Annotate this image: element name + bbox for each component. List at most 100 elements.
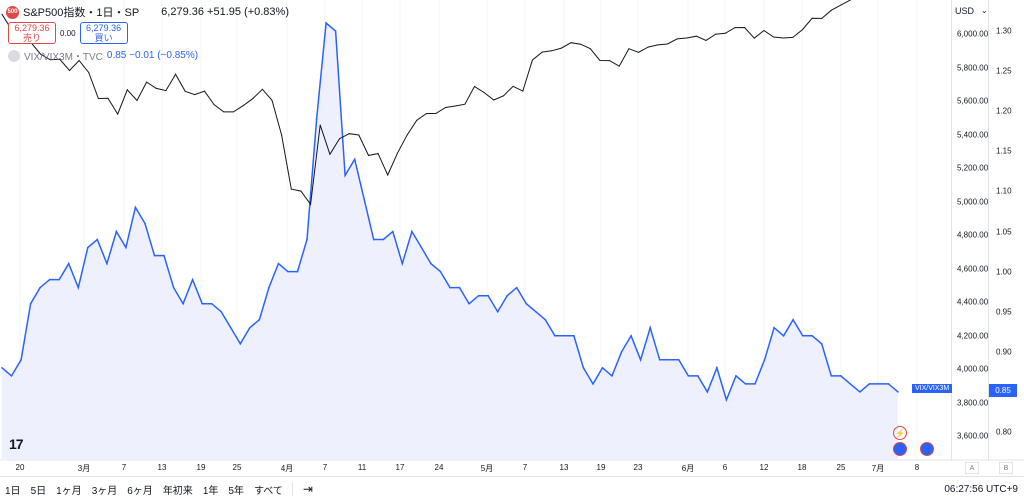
vix-point [191, 278, 194, 281]
currency-label[interactable]: USD [955, 6, 975, 16]
time-tick-label: 7月 [871, 464, 885, 473]
vix-point [163, 254, 165, 257]
spx-point [203, 90, 205, 92]
symbol-title[interactable]: S&P500指数・1日・SP [23, 7, 140, 19]
percent-tick-label: 1.10 [996, 186, 1012, 196]
series2-label[interactable]: VIX/VIX3M・TVC [24, 52, 103, 63]
spx-point [1, 13, 3, 15]
price-scale[interactable] [951, 0, 989, 460]
symbol-badge[interactable]: 500 [6, 5, 19, 19]
vix-point [449, 286, 451, 289]
vix-point [525, 302, 528, 305]
spx-point [155, 87, 157, 89]
vix-point [115, 230, 118, 233]
clock[interactable]: 06:27:56 UTC+9 [944, 483, 1018, 495]
spx-point [194, 94, 196, 96]
vix-point [439, 270, 442, 273]
spx-point [666, 43, 668, 45]
vix-point [210, 302, 213, 305]
vix-point [10, 375, 13, 377]
percent-tick-label: 1.15 [996, 146, 1012, 156]
vix-point [649, 326, 651, 329]
us-flag-icon[interactable] [920, 442, 934, 456]
spx-point [310, 203, 312, 205]
vix-point [830, 375, 833, 377]
vix-point [582, 367, 585, 369]
vix-point [363, 198, 366, 201]
auto-scale-button[interactable]: A [965, 462, 979, 474]
vix-point [477, 294, 480, 297]
vix-point [811, 334, 814, 337]
spx-point [136, 99, 138, 101]
sell-price: 6,279.36 [14, 23, 50, 33]
log-scale-button[interactable]: B [999, 462, 1013, 474]
spx-point [724, 32, 726, 34]
price-tick-label: 5,400.00 [957, 130, 989, 139]
range-button[interactable]: 1ヶ月 [56, 485, 82, 497]
vix-point [782, 334, 785, 337]
price-tick-label: 5,200.00 [957, 163, 989, 173]
vix-point [220, 310, 223, 313]
range-button[interactable]: 1日 [5, 485, 21, 497]
buy-button[interactable]: 6,279.36 買い [79, 22, 128, 44]
spx-point [68, 70, 70, 72]
vix-last-price: 0.85 [989, 384, 1017, 397]
percent-tick-label: 0.90 [996, 347, 1012, 357]
chart-legend: 500 S&P500指数・1日・SP 6,279.36 +51.95 (+0.8… [6, 4, 289, 20]
vix-point [296, 270, 299, 273]
price-tick-label: 5,600.00 [957, 96, 989, 106]
lightning-icon[interactable]: ⚡ [893, 426, 907, 440]
spx-point [319, 124, 321, 126]
price-tick-label: 4,800.00 [957, 230, 989, 240]
sell-button[interactable]: 6,279.36 売り [8, 22, 56, 44]
spx-point [348, 133, 350, 135]
vix-point [372, 238, 375, 241]
vix-point [411, 230, 413, 233]
buy-price: 6,279.36 [86, 23, 122, 33]
range-button[interactable]: すべて [253, 485, 283, 497]
calendar-range-icon[interactable]: ⇥ [302, 482, 313, 496]
spx-point [676, 38, 678, 40]
spx-point [252, 98, 254, 100]
vix-point [897, 391, 899, 393]
vix-point [458, 286, 461, 289]
percent-tick-label: 0.95 [996, 307, 1012, 317]
range-button[interactable]: 5日 [30, 485, 47, 497]
vix-point [67, 262, 70, 265]
spx-point [618, 65, 620, 67]
range-button[interactable]: 年初来 [162, 485, 193, 497]
range-button[interactable]: 6ヶ月 [127, 485, 153, 497]
vix-series-tag: VIX/VIX3M [912, 384, 953, 393]
range-button[interactable]: 1年 [202, 485, 219, 497]
spx-point [638, 51, 640, 53]
time-tick-label: 19 [196, 463, 206, 472]
vix-point [725, 399, 728, 401]
spx-point [628, 48, 630, 50]
vix-point [125, 246, 127, 249]
spx-point [773, 36, 775, 38]
time-tick-label: 24 [434, 463, 444, 472]
percent-tick-label: 1.30 [996, 26, 1012, 36]
vix-point [201, 302, 203, 305]
percent-tick-label: 1.20 [996, 106, 1012, 116]
vix-point [344, 174, 346, 177]
spx-point [657, 44, 659, 46]
chevron-down-icon[interactable]: ⌄ [981, 6, 988, 15]
spx-point [261, 88, 263, 90]
vix-point [735, 375, 737, 377]
vix-point [77, 286, 80, 289]
vix-point [716, 367, 718, 369]
spx-point [811, 17, 813, 19]
us-flag-icon[interactable] [893, 442, 907, 456]
range-button[interactable]: 3ヶ月 [91, 485, 118, 497]
percent-scale[interactable] [988, 0, 1024, 460]
vix-point [153, 254, 156, 257]
spx-point [570, 42, 572, 44]
price-tick-label: 3,600.00 [957, 431, 989, 441]
range-button[interactable]: 5年 [228, 485, 244, 497]
vix-point [677, 359, 680, 361]
spx-point [59, 58, 61, 60]
tradingview-logo-icon[interactable]: 17 [9, 436, 24, 452]
percent-tick-label: 1.25 [996, 66, 1012, 76]
